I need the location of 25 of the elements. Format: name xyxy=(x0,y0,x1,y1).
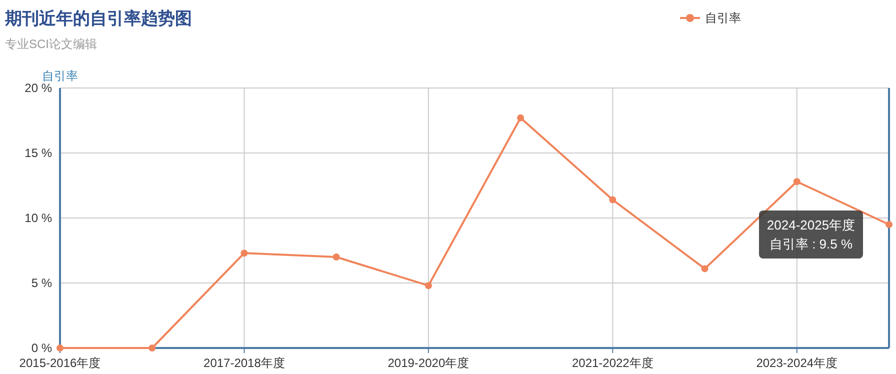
point xyxy=(886,221,892,228)
x-tick-label: 2019-2020年度 xyxy=(388,356,470,370)
x-tick-label: 2015-2016年度 xyxy=(19,356,101,370)
y-tick-label: 20 % xyxy=(24,81,52,95)
y-tick-label: 10 % xyxy=(24,211,52,225)
y-tick-label: 15 % xyxy=(24,146,52,160)
point xyxy=(240,250,248,257)
annotation: 自引率 : 9.5 % xyxy=(769,236,853,252)
point xyxy=(609,196,616,204)
point xyxy=(701,265,708,272)
y-axis-title: 自引率 xyxy=(42,69,78,83)
chart-subtitle: 专业SCI论文编辑 xyxy=(5,37,98,51)
x-tick-label: 2021-2022年度 xyxy=(572,356,654,370)
point xyxy=(148,344,156,352)
legend-label: 自引率 xyxy=(705,11,741,25)
x-tick-label: 2023-2024年度 xyxy=(756,356,838,370)
annotation: 2024-2025年度 xyxy=(766,218,856,232)
point xyxy=(517,114,524,122)
point xyxy=(332,254,340,260)
point xyxy=(424,282,432,290)
y-tick-label: 0 % xyxy=(31,341,52,355)
chart-title: 期刊近年的自引率趋势图 xyxy=(4,9,192,28)
point xyxy=(793,178,800,186)
y-tick-label: 5 % xyxy=(31,276,52,290)
x-tick-label: 2017-2018年度 xyxy=(204,356,285,370)
